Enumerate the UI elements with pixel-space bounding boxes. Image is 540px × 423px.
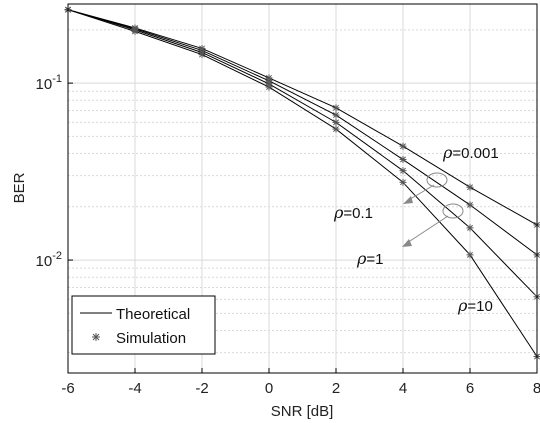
- tick-labels: -6 -4 -2 0 2 4 6 8 10-1 10-2: [36, 73, 540, 397]
- sim-point: [332, 118, 340, 126]
- x-tick-label: 0: [265, 380, 273, 397]
- legend-label-simulation: Simulation: [116, 330, 186, 347]
- series-line-1: [67, 9, 538, 256]
- annotation-ellipse-upper: [426, 172, 448, 188]
- sim-point: [332, 125, 340, 133]
- y-tick-label: 10-2: [36, 250, 62, 270]
- sim-point: [466, 183, 474, 191]
- annotation-rho-01: ρ=0.1: [333, 203, 373, 222]
- series-line-0: [67, 9, 538, 226]
- annotation-rho-10: ρ=10: [457, 296, 493, 315]
- x-tick-label: 4: [399, 380, 407, 397]
- arrow-shaft-lower: [406, 215, 449, 244]
- series-lines: [67, 9, 538, 357]
- legend: Theoretical Simulation: [71, 295, 216, 355]
- series-line-2: [67, 9, 538, 298]
- arrow-head-lower: [402, 239, 412, 247]
- annotation-rho-1: ρ=1: [356, 249, 384, 268]
- sim-point: [399, 156, 407, 164]
- sim-point: [332, 111, 340, 119]
- x-tick-label: 8: [533, 380, 540, 397]
- x-tick-label: 6: [466, 380, 474, 397]
- grid: [67, 4, 538, 373]
- x-tick-label: -2: [195, 380, 208, 397]
- axes: [67, 3, 538, 374]
- x-tick-label: -6: [61, 380, 74, 397]
- annotation-rho-0001: ρ=0.001: [442, 143, 499, 162]
- x-tick-label: -4: [128, 380, 141, 397]
- series-line-3: [67, 9, 538, 357]
- sim-point: [399, 167, 407, 175]
- annotation-ellipse-lower: [442, 203, 464, 219]
- y-tick-label: 10-1: [36, 73, 62, 93]
- sim-point: [332, 104, 340, 112]
- x-axis-title: SNR [dB]: [271, 403, 334, 420]
- legend-box: [71, 295, 216, 355]
- plot-frame: [67, 3, 538, 374]
- sim-point: [198, 51, 206, 59]
- asterisk-icon: [92, 333, 100, 341]
- annotation-arrows: [402, 172, 464, 247]
- x-tick-label: 2: [332, 380, 340, 397]
- sim-point: [399, 178, 407, 186]
- y-axis-title: BER: [11, 172, 28, 203]
- sim-point: [466, 224, 474, 232]
- sim-point: [265, 83, 273, 91]
- sim-point: [131, 27, 139, 35]
- legend-label-theoretical: Theoretical: [116, 306, 190, 323]
- sim-point: [466, 251, 474, 259]
- sim-point: [399, 142, 407, 150]
- arrow-head-upper: [403, 196, 413, 204]
- sim-point: [466, 201, 474, 209]
